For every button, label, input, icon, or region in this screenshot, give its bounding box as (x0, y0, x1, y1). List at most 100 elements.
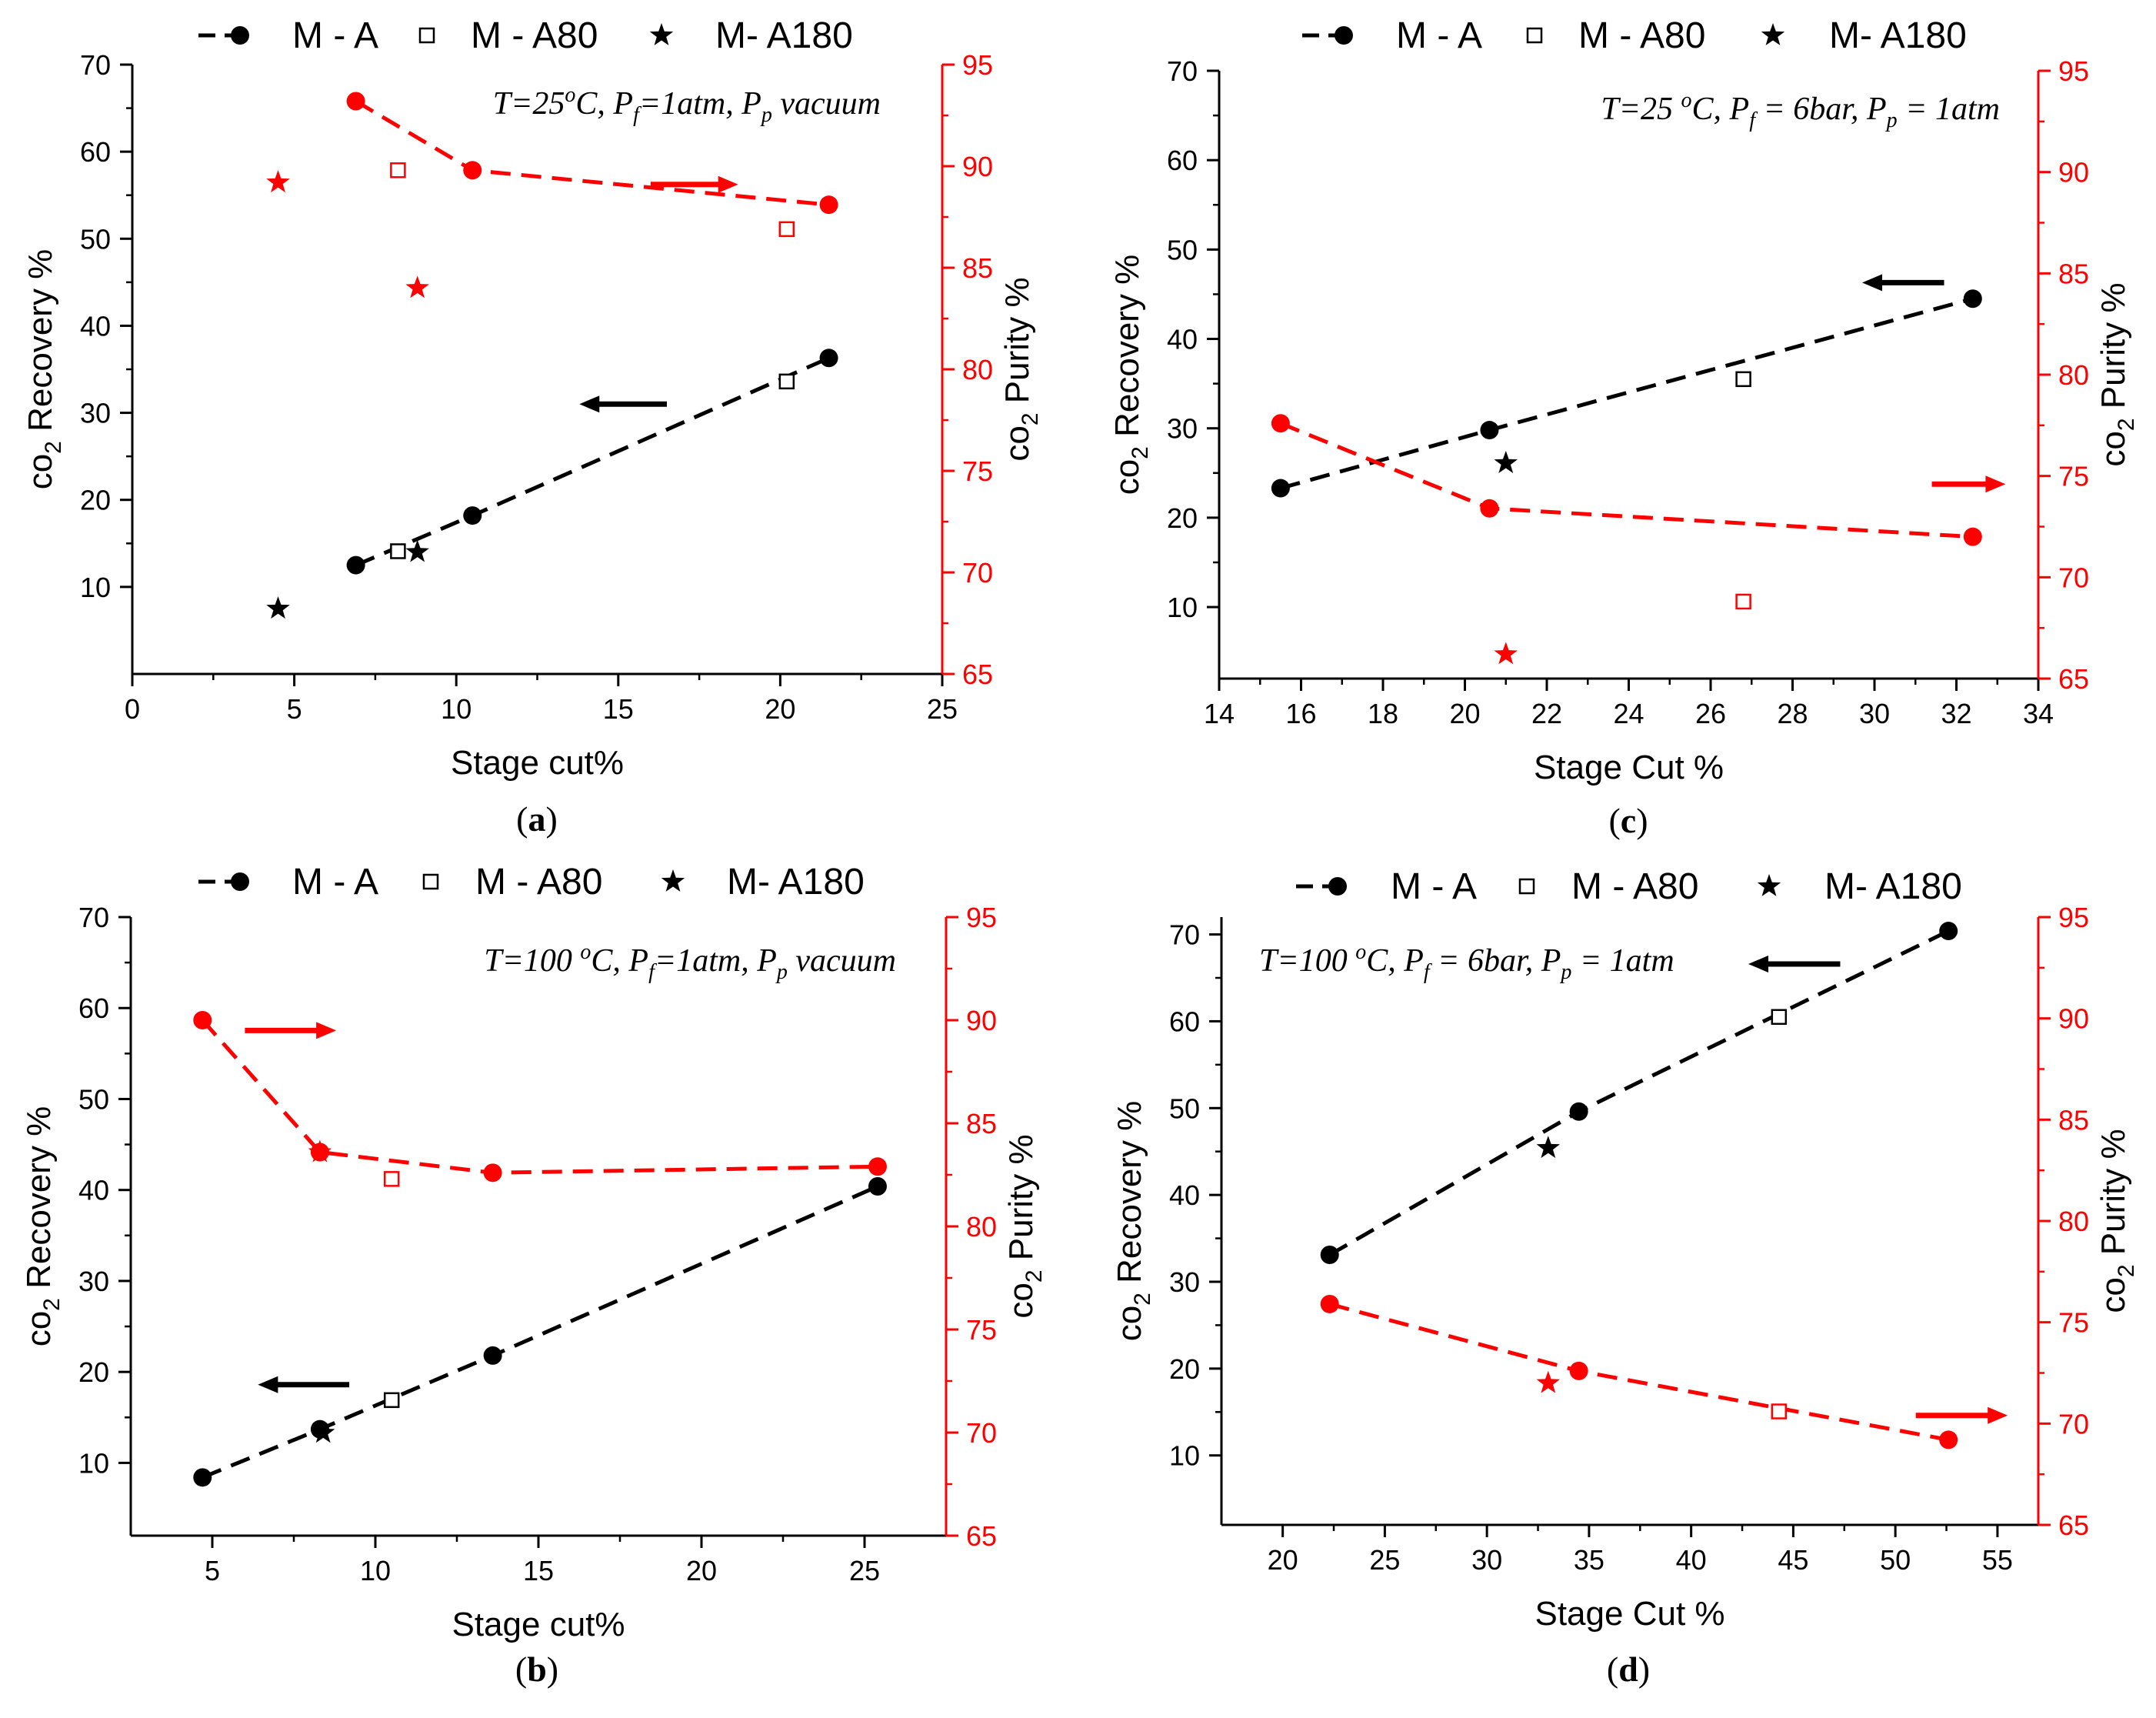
axis-arrow-head (1985, 475, 2006, 493)
legend-entry-ma: M - A (1296, 866, 1477, 907)
series-right-star (1536, 1370, 1560, 1393)
axis-arrow-head (1862, 274, 1883, 292)
y-left-tick-label: 50 (1167, 234, 1198, 265)
legend: M - A M - A80 M- A180 (1302, 15, 1967, 56)
y-left-tick-label: 30 (80, 398, 111, 429)
y-left-tick-label: 50 (1169, 1093, 1200, 1124)
x-tick-label: 28 (1777, 698, 1808, 729)
axis-arrow (245, 1022, 337, 1039)
y-right-tick-label: 70 (962, 557, 993, 589)
axis-arrow-head (1988, 1406, 2008, 1424)
y-left-label-pre: co (20, 1311, 58, 1346)
data-point (819, 349, 838, 368)
ann-c: C, P (1692, 92, 1750, 127)
y-right-tick-label: 80 (2058, 359, 2089, 391)
data-point (1320, 1246, 1339, 1265)
legend-label-a180: M- A180 (715, 15, 853, 56)
data-point (1735, 593, 1751, 610)
data-point (1771, 1403, 1788, 1419)
ann-f: f (633, 103, 641, 127)
y-right-tick-label: 80 (2058, 1206, 2089, 1237)
axis-arrow-head (316, 1022, 337, 1039)
axis-arrow (258, 1376, 350, 1393)
y-left-label-pre: co (1111, 1306, 1148, 1341)
data-point (1494, 642, 1518, 665)
y-right-tick-label: 90 (962, 151, 993, 182)
legend-marker-ma (231, 872, 249, 891)
y-left-label-pre: co (1108, 459, 1146, 495)
data-point (193, 1011, 212, 1029)
ann-p: p (760, 103, 772, 127)
x-tick-label: 50 (1880, 1544, 1911, 1576)
x-tick-label: 5 (205, 1555, 220, 1586)
legend-label-ma: M - A (292, 862, 378, 902)
x-axis-label: Stage Cut % (1534, 749, 1724, 786)
y-right-tick-label: 85 (2058, 258, 2089, 289)
y-right-tick-label: 80 (966, 1211, 997, 1243)
y-left-tick-label: 60 (1169, 1006, 1200, 1037)
ann-t: T=100 (484, 943, 580, 979)
panel-label: (b) (515, 1650, 558, 1689)
ann-eq: =1atm, P (655, 943, 777, 979)
legend-marker-a180 (661, 869, 685, 892)
ann-p: p (1559, 960, 1571, 984)
x-tick-label: 20 (686, 1555, 717, 1586)
y-left-tick-label: 30 (1167, 413, 1198, 445)
y-right-label-sub: 2 (2114, 1264, 2139, 1277)
y-right-tick-label: 85 (962, 252, 993, 284)
panel-label-close: ) (546, 799, 558, 839)
legend-label-a80: M - A80 (1578, 15, 1705, 56)
y-right-tick-label: 90 (966, 1005, 997, 1036)
series-line (355, 356, 830, 567)
ann-t: T=100 (1259, 943, 1355, 979)
legend-marker-a180 (649, 23, 674, 45)
y-left-axis-label: co2 Recovery % (22, 249, 66, 490)
series-left-square (390, 373, 795, 559)
data-point (1771, 1009, 1788, 1026)
x-tick-label: 15 (603, 693, 634, 725)
y-left-tick-label: 30 (78, 1266, 109, 1297)
ann-tail: = 1atm (1571, 943, 1674, 979)
data-point (868, 1176, 887, 1196)
legend-entry-a80: M - A80 (418, 15, 598, 56)
ann-t: T=25 (1601, 92, 1681, 127)
legend-entry-a80: M - A80 (1526, 15, 1705, 56)
series-right-square (390, 162, 795, 238)
data-point (390, 543, 406, 559)
ann-c: C, P (575, 86, 633, 122)
ann-f: f (1424, 960, 1432, 984)
data-point (483, 1163, 502, 1183)
data-point (1569, 1361, 1588, 1380)
panel-label-close: ) (547, 1650, 558, 1689)
y-right-label-post: Purity % (2094, 1129, 2132, 1264)
y-left-tick-label: 60 (1167, 145, 1198, 176)
y-left-tick-label: 70 (80, 49, 111, 81)
x-tick-label: 34 (2023, 698, 2054, 729)
ann-eq: = 6bar, P (1430, 943, 1561, 979)
panel-label-letter: a (528, 799, 546, 839)
legend-marker-a80 (1526, 27, 1543, 44)
y-left-tick-label: 40 (1167, 324, 1198, 355)
ann-o: o (1681, 88, 1692, 112)
legend-entry-a80: M - A80 (422, 862, 602, 902)
data-point (868, 1157, 887, 1176)
y-right-tick-label: 65 (2058, 1510, 2089, 1541)
series-line (201, 1019, 878, 1175)
x-tick-label: 20 (1268, 1544, 1298, 1576)
x-tick-label: 45 (1778, 1544, 1808, 1576)
series-left-circle (1320, 922, 1958, 1265)
ann-p: p (775, 960, 788, 984)
panel-label-letter: c (1621, 801, 1636, 840)
condition-annotation: T=25 oC, Pf = 6bar, Pp = 1atm (1601, 88, 2000, 132)
x-tick-label: 16 (1285, 698, 1316, 729)
ann-tail: = 1atm (1898, 92, 2000, 127)
x-axis-label: Stage cut% (451, 744, 624, 782)
data-point (1494, 451, 1518, 473)
x-tick-label: 10 (441, 693, 472, 725)
y-right-tick-label: 75 (2058, 461, 2089, 492)
x-tick-label: 32 (1941, 698, 1971, 729)
axis-arrow-head (258, 1376, 278, 1393)
data-point (266, 596, 290, 619)
series-line (1279, 421, 1973, 539)
